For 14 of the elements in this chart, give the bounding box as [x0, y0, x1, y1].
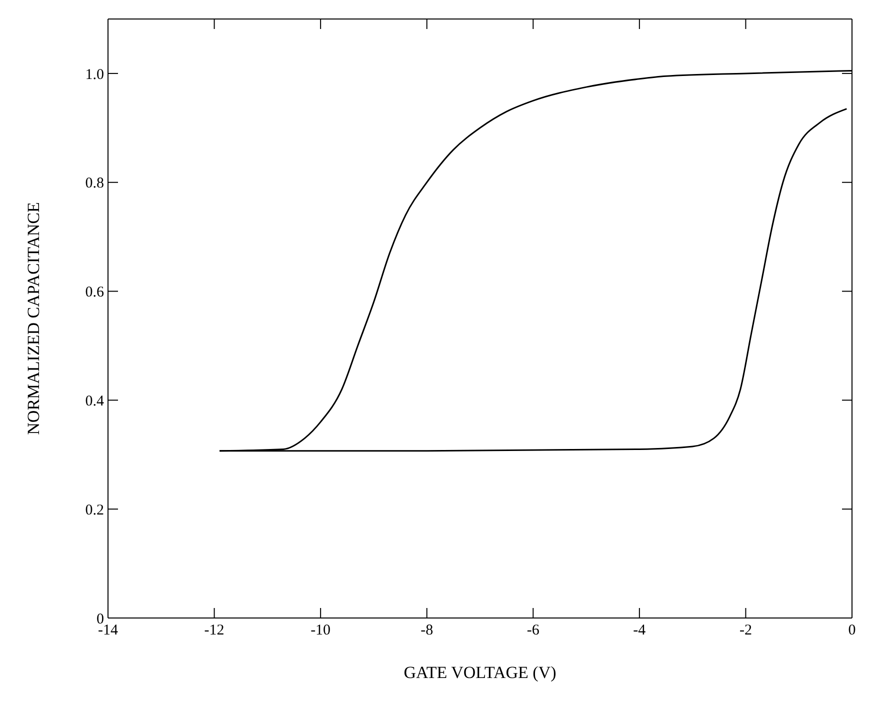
x-tick-label: -8 — [420, 622, 434, 639]
y-tick-label: 0.2 — [85, 502, 104, 518]
x-tick-label: -12 — [204, 622, 224, 639]
x-tick-label: -10 — [310, 622, 331, 639]
x-tick-label: -6 — [526, 622, 540, 639]
y-axis-title: NORMALIZED CAPACITANCE — [24, 202, 44, 435]
x-tick-label: 0 — [848, 622, 856, 639]
y-tick-label: 0.8 — [85, 176, 104, 192]
x-axis-title: GATE VOLTAGE (V) — [404, 663, 556, 682]
x-tick-label: -2 — [739, 622, 752, 639]
x-tick-label: -4 — [633, 622, 646, 639]
y-tick-label: 0.4 — [85, 394, 104, 410]
y-tick-label: 1.0 — [85, 66, 104, 83]
y-tick-label: 0.6 — [85, 284, 104, 301]
